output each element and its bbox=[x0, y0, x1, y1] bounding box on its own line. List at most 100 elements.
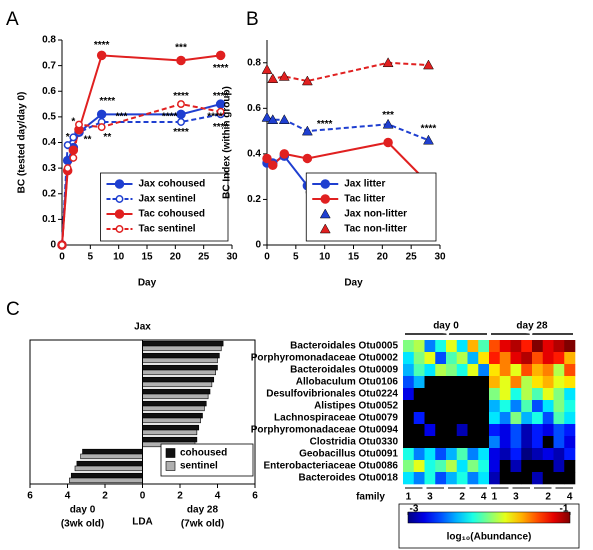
cell bbox=[553, 376, 565, 389]
marker bbox=[176, 109, 186, 120]
legend-marker bbox=[320, 179, 330, 189]
x-tick-label: 25 bbox=[406, 252, 418, 263]
cell bbox=[489, 424, 501, 437]
marker bbox=[97, 123, 106, 132]
row-label: Desulfovibrionales Otu0224 bbox=[266, 389, 398, 400]
bar bbox=[142, 352, 220, 359]
y-tick-label: 0.2 bbox=[42, 188, 56, 199]
group-label: day 0 bbox=[433, 321, 459, 332]
cell bbox=[456, 448, 468, 461]
cell bbox=[553, 400, 565, 413]
empty-cell bbox=[403, 412, 415, 425]
cell bbox=[553, 436, 565, 449]
cell bbox=[456, 352, 468, 365]
cell bbox=[489, 364, 501, 377]
marker bbox=[177, 100, 185, 109]
bar bbox=[142, 424, 200, 431]
empty-cell bbox=[478, 424, 490, 437]
cell bbox=[564, 400, 576, 413]
cell bbox=[499, 352, 511, 365]
cell bbox=[435, 448, 447, 461]
cell bbox=[446, 472, 458, 485]
bar bbox=[142, 436, 198, 443]
cell bbox=[403, 448, 415, 461]
empty-cell bbox=[456, 388, 468, 401]
empty-cell bbox=[553, 472, 565, 485]
x-axis-label: LDA bbox=[132, 517, 153, 528]
cell bbox=[510, 388, 522, 401]
cell bbox=[499, 376, 511, 389]
cell bbox=[403, 388, 415, 401]
cell bbox=[542, 376, 554, 389]
empty-cell bbox=[564, 460, 576, 473]
x-tick-label: 2 bbox=[102, 491, 108, 502]
legend-swatch bbox=[165, 461, 176, 471]
x-label: 4 bbox=[481, 492, 487, 503]
legend-marker bbox=[115, 195, 124, 203]
cell bbox=[478, 472, 490, 485]
cell bbox=[489, 436, 501, 449]
cell bbox=[499, 400, 511, 413]
empty-cell bbox=[413, 424, 425, 437]
empty-cell bbox=[435, 412, 447, 425]
chart-title: Jax bbox=[134, 322, 151, 333]
colorbar-frame bbox=[398, 503, 580, 549]
cell bbox=[564, 352, 576, 365]
marker bbox=[216, 107, 225, 116]
annotation: **** bbox=[94, 40, 110, 51]
empty-cell bbox=[542, 472, 554, 485]
cell bbox=[435, 472, 447, 485]
y-tick-label: 0.8 bbox=[42, 35, 56, 46]
annotation: * bbox=[71, 117, 75, 128]
x-tick-label: 2 bbox=[177, 491, 183, 502]
cell bbox=[521, 376, 533, 389]
cell bbox=[489, 376, 501, 389]
empty-cell bbox=[542, 460, 554, 473]
x-tick-label: 10 bbox=[319, 252, 331, 263]
legend-label: Tac litter bbox=[344, 194, 385, 205]
bar bbox=[80, 453, 143, 460]
cell bbox=[499, 424, 511, 437]
empty-cell bbox=[467, 400, 479, 413]
cell bbox=[424, 472, 436, 485]
colorbar-label: log₁₀(Abundance) bbox=[447, 532, 532, 543]
bar bbox=[142, 412, 203, 419]
bar bbox=[142, 429, 198, 436]
cell bbox=[478, 448, 490, 461]
cell bbox=[532, 412, 544, 425]
annotation: **** bbox=[100, 96, 116, 107]
bar bbox=[142, 405, 205, 412]
cell bbox=[510, 400, 522, 413]
cell bbox=[532, 448, 544, 461]
empty-cell bbox=[403, 400, 415, 413]
cell bbox=[403, 352, 415, 365]
y-tick-label: 0.8 bbox=[247, 57, 261, 68]
colorbar-tick-label: -1 bbox=[560, 504, 569, 515]
row-label: Bacteroidales Otu0009 bbox=[290, 365, 398, 376]
annotation: **** bbox=[207, 112, 223, 123]
series-line bbox=[266, 61, 429, 83]
cell bbox=[499, 436, 511, 449]
cell bbox=[489, 388, 501, 401]
cell bbox=[467, 352, 479, 365]
empty-cell bbox=[456, 400, 468, 413]
cell bbox=[489, 400, 501, 413]
cell bbox=[403, 340, 415, 353]
legend-label: sentinel bbox=[180, 461, 218, 472]
legend-label: cohoused bbox=[180, 448, 227, 459]
cell bbox=[489, 472, 501, 485]
cell bbox=[542, 388, 554, 401]
empty-cell bbox=[467, 388, 479, 401]
row-label: Clostridia Otu0330 bbox=[310, 437, 399, 448]
legend-label: Tac sentinel bbox=[139, 224, 196, 235]
bar bbox=[82, 448, 143, 455]
y-tick-label: 0 bbox=[255, 240, 261, 251]
bar bbox=[142, 393, 209, 400]
empty-cell bbox=[446, 436, 458, 449]
x-tick-label: 5 bbox=[88, 252, 94, 263]
cell bbox=[542, 340, 554, 353]
bar bbox=[142, 417, 201, 424]
cell bbox=[510, 364, 522, 377]
marker bbox=[278, 114, 290, 124]
cell bbox=[489, 340, 501, 353]
